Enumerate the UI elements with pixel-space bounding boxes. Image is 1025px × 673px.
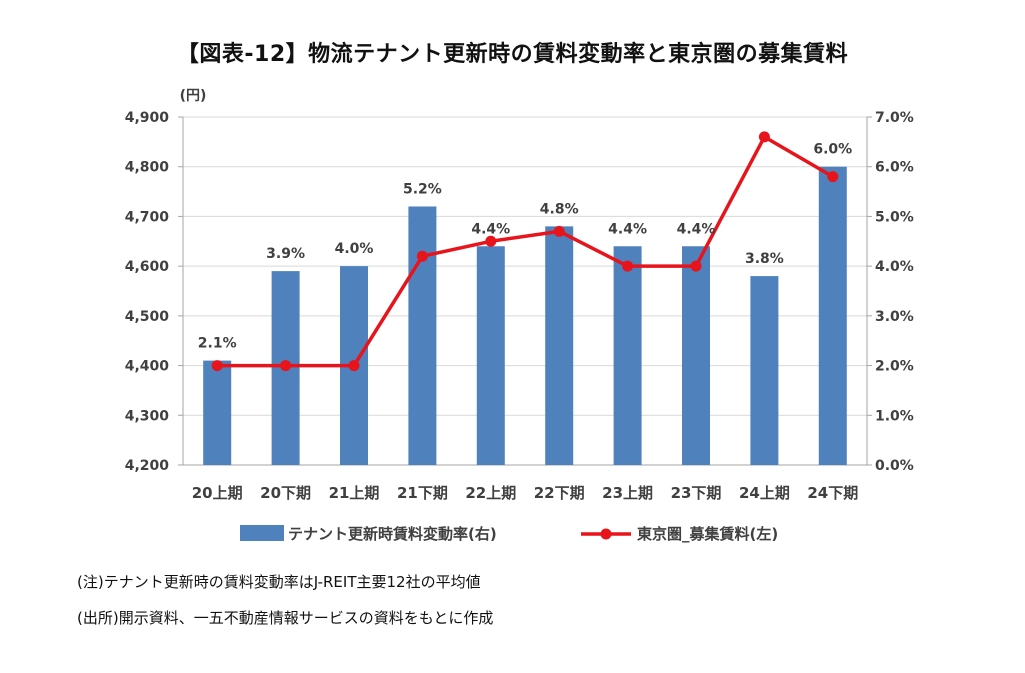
right-tick-label: 2.0% — [875, 359, 914, 375]
line-point — [280, 360, 292, 372]
legend: テナント更新時賃料変動率(右) 東京圏_募集賃料(左) — [240, 525, 778, 543]
x-tick-label: 20上期 — [192, 484, 243, 502]
bar — [818, 166, 847, 465]
legend-label-bar: テナント更新時賃料変動率(右) — [288, 525, 497, 543]
right-tick-label: 3.0% — [875, 309, 914, 325]
line-point — [211, 360, 223, 372]
left-tick-label: 4,400 — [125, 359, 170, 375]
x-tick-label: 22上期 — [465, 484, 516, 502]
bar — [682, 246, 710, 465]
left-tick-label: 4,300 — [125, 408, 170, 424]
bar-series — [203, 166, 847, 465]
bar-data-label: 3.9% — [266, 246, 305, 262]
line-series — [211, 131, 839, 372]
line-point — [690, 260, 702, 272]
bar — [613, 246, 642, 465]
footnote-note: (注)テナント更新時の賃料変動率はJ-REIT主要12社の平均値 — [77, 573, 481, 591]
line-point — [758, 131, 770, 143]
x-tick-label: 20下期 — [260, 484, 311, 502]
right-tick-label: 1.0% — [875, 408, 914, 424]
footnote-source: (出所)開示資料、一五不動産情報サービスの資料をもとに作成 — [77, 609, 494, 627]
bar — [476, 246, 505, 465]
bar-data-label: 6.0% — [813, 142, 852, 158]
left-tick-label: 4,500 — [125, 309, 170, 325]
bar-data-label: 4.0% — [335, 241, 374, 257]
left-tick-label: 4,600 — [125, 259, 170, 275]
x-tick-label: 21上期 — [329, 484, 380, 502]
bar — [545, 226, 574, 465]
bar-data-label: 5.2% — [403, 181, 442, 197]
bar-data-label: 4.4% — [608, 221, 647, 237]
x-tick-label: 24上期 — [739, 484, 790, 502]
x-tick-label: 23上期 — [602, 484, 653, 502]
line-point — [348, 360, 360, 372]
data-labels: 2.1% 3.9% 4.0% 5.2% 4.4% 4.8% 4.4% 4.4% 3.8% 6.0% — [198, 142, 852, 352]
bar-data-label: 4.8% — [540, 201, 579, 217]
legend-label-line: 東京圏_募集賃料(左) — [637, 525, 778, 543]
right-tick-label: 7.0% — [875, 110, 914, 126]
line-point — [827, 171, 839, 183]
legend-swatch-marker — [600, 528, 612, 540]
right-tick-label: 6.0% — [875, 160, 914, 176]
bar-data-label: 2.1% — [198, 336, 237, 352]
left-axis-unit: (円) — [180, 88, 207, 104]
left-tick-label: 4,900 — [125, 110, 170, 126]
left-tick-label: 4,700 — [125, 209, 170, 225]
right-tick-label: 4.0% — [875, 259, 914, 275]
axes: 4,200 4,300 4,400 4,500 4,600 4,700 4,800 4,900… — [125, 88, 914, 502]
line-point — [485, 235, 497, 247]
right-tick-label: 5.0% — [875, 209, 914, 225]
left-tick-label: 4,200 — [125, 458, 170, 474]
line-path — [217, 135, 834, 368]
bar — [203, 360, 232, 465]
legend-swatch-bar — [240, 525, 284, 541]
bar — [750, 276, 779, 465]
right-tick-label: 0.0% — [875, 458, 914, 474]
bar — [408, 206, 437, 465]
chart-title: 【図表-12】物流テナント更新時の賃料変動率と東京圏の募集賃料 — [176, 42, 849, 67]
line-point — [622, 260, 634, 272]
line-point — [416, 250, 428, 262]
left-tick-label: 4,800 — [125, 160, 170, 176]
x-tick-label: 21下期 — [397, 484, 448, 502]
bar-data-label: 4.4% — [677, 221, 716, 237]
x-tick-label: 23下期 — [671, 484, 722, 502]
bar-data-label: 3.8% — [745, 251, 784, 267]
bar-data-label: 4.4% — [471, 221, 510, 237]
x-tick-label: 24下期 — [807, 484, 858, 502]
x-tick-label: 22下期 — [534, 484, 585, 502]
line-point — [553, 225, 565, 237]
